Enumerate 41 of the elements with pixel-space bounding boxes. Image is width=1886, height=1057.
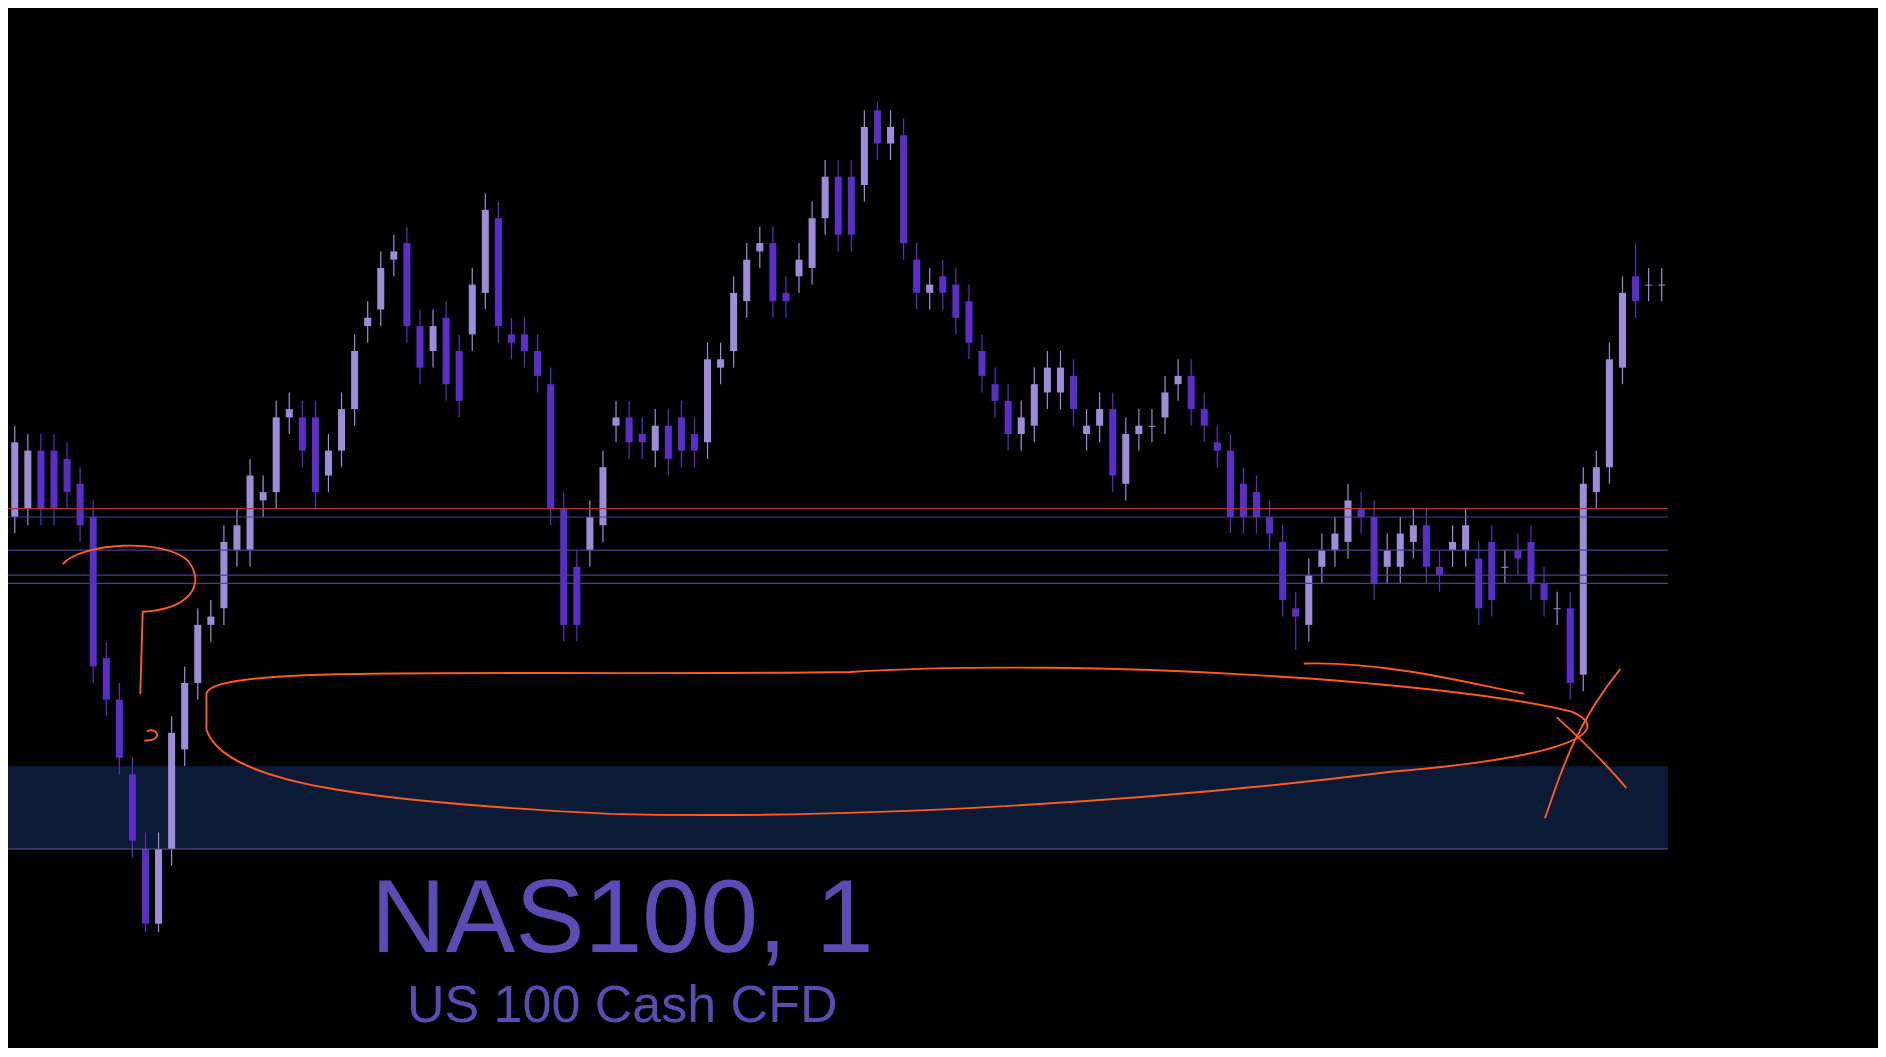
candlestick — [690, 416, 698, 468]
candlestick — [259, 474, 267, 518]
candlestick — [1449, 524, 1457, 568]
candlestick — [1148, 408, 1156, 443]
candlestick — [285, 391, 293, 435]
text: NAS100, 1 — [369, 858, 875, 974]
candlestick — [1540, 566, 1548, 618]
candlestick — [1174, 358, 1182, 402]
candlestick — [795, 242, 803, 294]
candlestick — [612, 400, 620, 443]
candlestick — [1213, 425, 1221, 468]
candlestick — [887, 109, 895, 161]
candlestick — [507, 317, 515, 360]
candlestick — [1553, 591, 1561, 626]
candlestick — [1383, 533, 1391, 584]
candlestick — [1501, 549, 1509, 584]
candlestick — [1318, 533, 1326, 584]
candlestick — [1096, 391, 1104, 443]
candlestick — [1200, 391, 1208, 443]
candlestick — [991, 367, 999, 418]
candlestick — [1409, 508, 1417, 560]
candlestick — [1266, 499, 1274, 551]
candlestick — [1083, 408, 1091, 452]
candlestick — [390, 234, 398, 277]
candlestick — [926, 267, 934, 311]
candlestick — [756, 225, 764, 269]
candlestick — [1645, 267, 1653, 302]
candlestick — [782, 275, 790, 319]
candlestick — [1292, 591, 1300, 651]
candlestick — [939, 259, 947, 311]
candlestick — [364, 300, 372, 344]
candlestick — [207, 599, 215, 643]
candlestick — [1658, 267, 1666, 302]
text: US 100 Cash CFD — [405, 974, 839, 1034]
candlestick — [521, 317, 529, 369]
candlestick — [638, 416, 646, 460]
candlestick — [1514, 533, 1522, 576]
candlestick — [717, 342, 725, 385]
candlestick — [1331, 516, 1339, 568]
candlestick — [1017, 400, 1025, 452]
candlestick — [1135, 408, 1143, 452]
